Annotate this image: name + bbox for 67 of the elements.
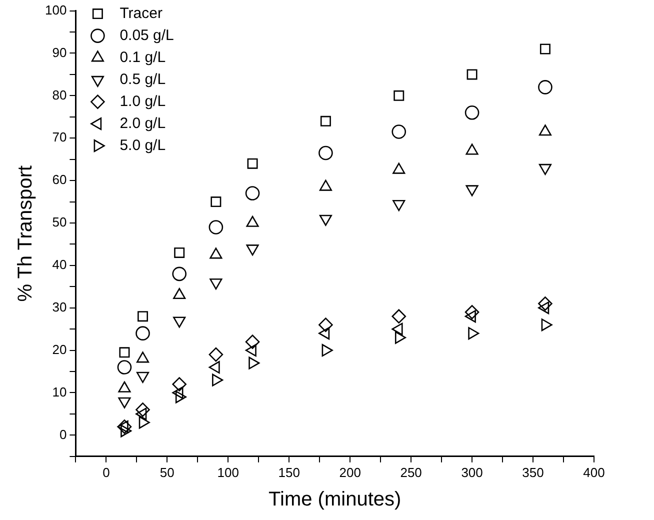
point bbox=[464, 106, 480, 120]
y-tick-label: 100 bbox=[44, 2, 67, 18]
point bbox=[118, 397, 131, 408]
point bbox=[538, 302, 550, 314]
point bbox=[392, 309, 406, 324]
y-tick-label: 40 bbox=[52, 257, 67, 272]
point bbox=[392, 322, 403, 336]
point bbox=[464, 304, 480, 320]
y-tick-label: 20 bbox=[52, 342, 67, 357]
legend-label: 5.0 g/L bbox=[120, 136, 166, 154]
point bbox=[175, 390, 186, 404]
x-tick-label: 150 bbox=[278, 464, 300, 480]
point bbox=[394, 90, 404, 101]
point bbox=[245, 186, 260, 200]
point bbox=[247, 158, 258, 169]
y-tick-label: 80 bbox=[52, 87, 67, 102]
point bbox=[318, 318, 333, 332]
point bbox=[320, 116, 331, 126]
point bbox=[392, 124, 406, 139]
x-tick-label: 400 bbox=[583, 464, 605, 480]
y-tick-label: 50 bbox=[52, 214, 67, 230]
legend-label: Tracer bbox=[120, 4, 162, 22]
point bbox=[538, 164, 552, 175]
y-tick-label: 10 bbox=[52, 384, 67, 400]
point bbox=[173, 316, 186, 328]
point bbox=[208, 347, 224, 362]
y-tick-label: 0 bbox=[59, 426, 67, 442]
y-tick-label: 90 bbox=[52, 44, 67, 60]
point bbox=[318, 146, 333, 160]
point bbox=[245, 334, 260, 349]
point bbox=[138, 311, 148, 322]
point bbox=[172, 266, 186, 282]
point bbox=[210, 196, 222, 208]
point bbox=[117, 420, 132, 434]
point bbox=[538, 296, 552, 311]
y-tick-label: 60 bbox=[52, 172, 67, 188]
point bbox=[392, 200, 406, 212]
point bbox=[119, 347, 130, 358]
point bbox=[466, 69, 478, 80]
x-tick-label: 300 bbox=[461, 464, 483, 480]
point bbox=[138, 416, 150, 429]
x-tick-label: 200 bbox=[339, 464, 361, 480]
point bbox=[318, 327, 330, 340]
x-tick-label: 350 bbox=[522, 464, 544, 480]
x-tick-label: 50 bbox=[160, 464, 174, 480]
point bbox=[136, 402, 150, 417]
point bbox=[208, 220, 224, 234]
x-tick-label: 100 bbox=[217, 464, 239, 480]
x-tick-label: 0 bbox=[102, 464, 110, 480]
x-tick-label: 250 bbox=[400, 464, 422, 480]
legend-label: 0.05 g/L bbox=[120, 26, 174, 44]
point bbox=[540, 44, 550, 54]
y-tick-label: 70 bbox=[52, 130, 67, 145]
legend-label: 0.5 g/L bbox=[120, 70, 166, 88]
point bbox=[172, 377, 186, 392]
y-tick-label: 30 bbox=[52, 299, 67, 314]
point bbox=[117, 360, 132, 374]
legend-label: 2.0 g/L bbox=[120, 114, 166, 132]
point bbox=[319, 214, 332, 226]
point bbox=[174, 247, 185, 258]
legend-label: 0.1 g/L bbox=[120, 48, 166, 66]
point bbox=[538, 80, 552, 94]
point bbox=[136, 326, 150, 340]
y-axis-title: % Th Transport bbox=[14, 164, 37, 302]
legend-label: 1.0 g/L bbox=[120, 92, 166, 110]
x-axis-title: Time (minutes) bbox=[268, 488, 402, 511]
point bbox=[136, 372, 150, 383]
